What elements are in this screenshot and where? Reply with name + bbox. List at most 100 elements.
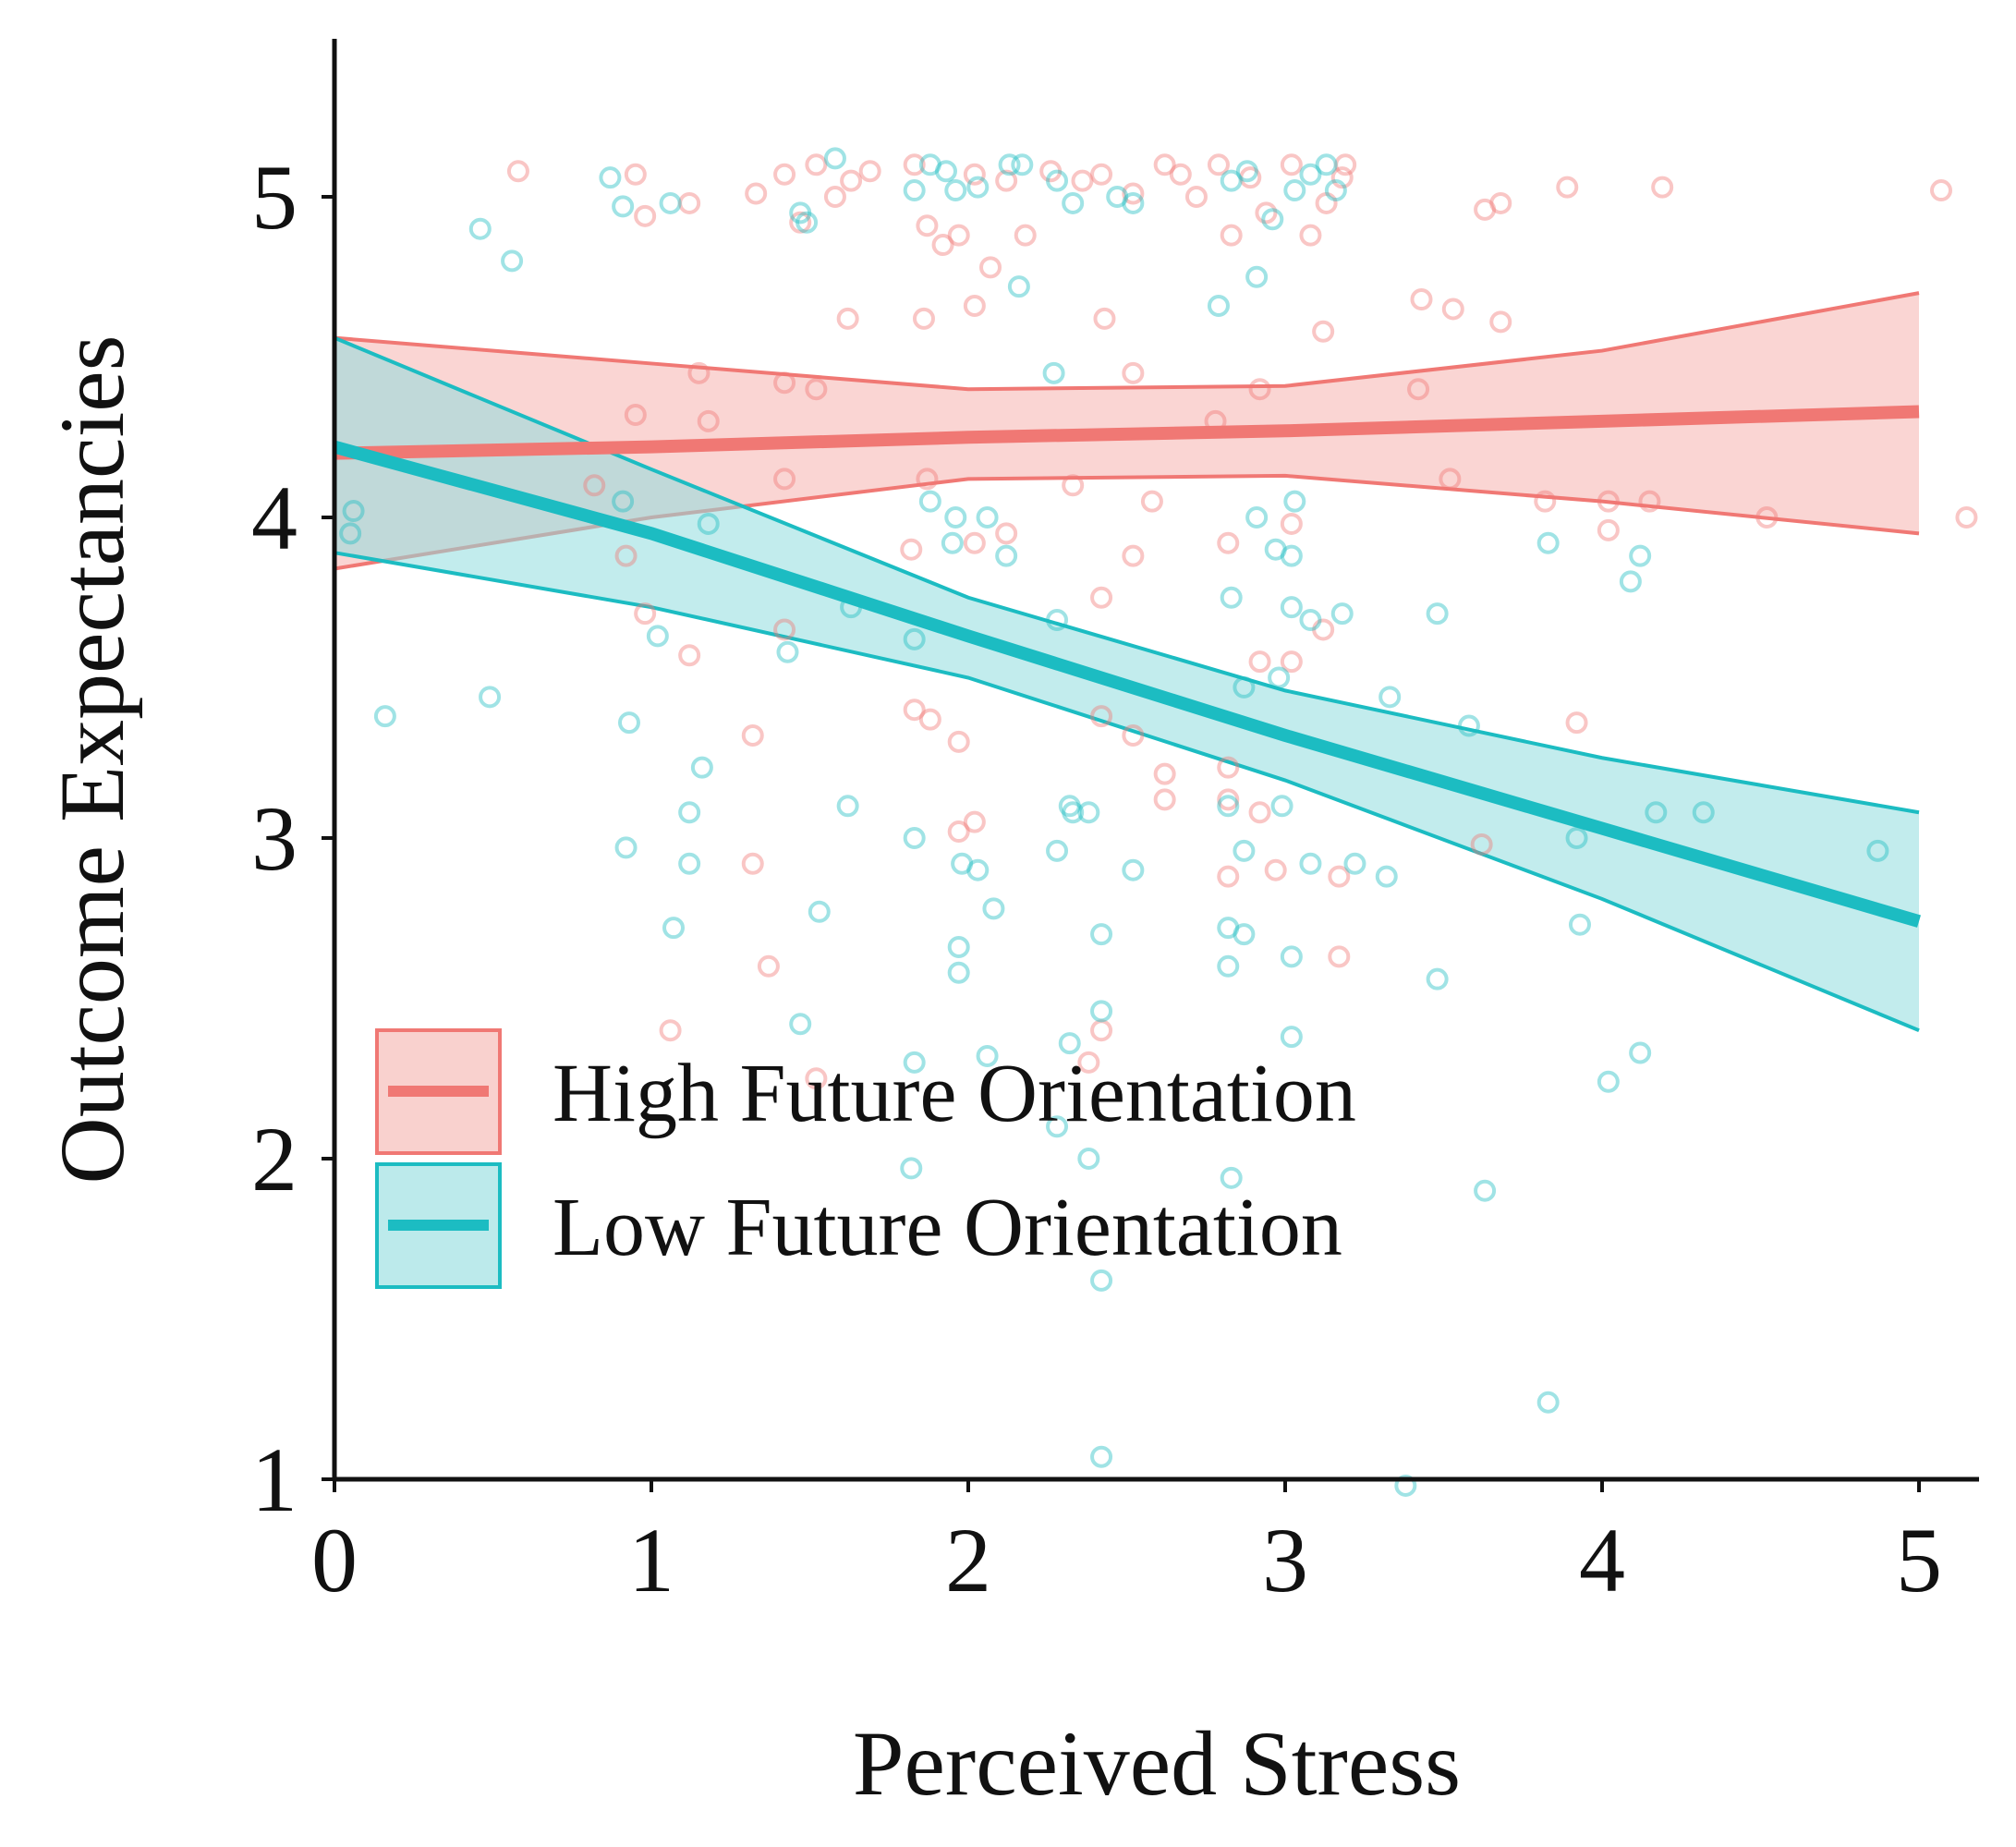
low-future-orientation-point-84: [1565, 827, 1588, 849]
high-future-orientation-point-82: [1280, 650, 1303, 674]
high-future-orientation-point-25: [1184, 186, 1208, 208]
high-future-orientation-point-8: [823, 186, 846, 208]
low-future-orientation-point-31: [918, 490, 941, 513]
x-axis-title: Perceived Stress: [853, 1712, 1461, 1815]
low-future-orientation-fit-line: [333, 440, 1921, 928]
axes: [332, 39, 1979, 1482]
low-future-orientation-point-79: [1122, 858, 1145, 881]
high-future-orientation-point-62: [1439, 468, 1462, 491]
high-future-orientation-point-39: [1930, 179, 1953, 202]
low-future-orientation-point-76: [951, 852, 974, 875]
high-future-orientation-point-12: [916, 214, 939, 237]
low-future-orientation-point-29: [1042, 361, 1065, 384]
low-future-orientation-point-57: [1268, 666, 1291, 689]
high-future-orientation-point-9: [840, 169, 863, 192]
high-future-orientation-point-18: [1014, 224, 1037, 247]
low-future-orientation-point-37: [339, 522, 362, 545]
low-future-orientation-point-22: [1315, 153, 1338, 176]
low-future-orientation-point-12: [1011, 153, 1034, 176]
low-future-orientation-point-48: [1046, 609, 1069, 632]
high-future-orientation-point-7: [805, 153, 828, 176]
low-future-orientation-point-85: [1866, 839, 1889, 862]
low-future-orientation-point-4: [795, 211, 819, 234]
low-future-orientation-point-98: [789, 1013, 812, 1036]
high-future-orientation-point-1: [624, 163, 647, 186]
fit-lines: [333, 405, 1921, 928]
high-future-orientation-point-49: [773, 371, 796, 395]
high-future-orientation-point-20: [1071, 169, 1094, 192]
high-future-orientation-point-23: [1153, 153, 1176, 176]
low-future-orientation-point-90: [1217, 917, 1240, 940]
low-future-orientation-ci-lower: [334, 551, 1920, 1033]
high-future-orientation-point-32: [1315, 191, 1338, 214]
high-future-orientation-point-35: [1474, 198, 1497, 221]
high-future-orientation-point-38: [1651, 176, 1674, 199]
high-future-orientation-point-63: [1534, 490, 1557, 513]
low-future-orientation-point-65: [1062, 801, 1085, 824]
x-tick-label-1: 1: [628, 1509, 674, 1611]
high-future-orientation-point-24: [1169, 163, 1192, 186]
low-future-orientation-point-45: [646, 625, 669, 648]
y-tick-label-1: 2: [251, 1108, 298, 1210]
high-future-orientation-point-41: [912, 307, 935, 330]
high-future-orientation-point-21: [1090, 163, 1113, 186]
low-future-orientation-point-100: [1090, 1000, 1113, 1023]
low-future-orientation-point-88: [982, 897, 1005, 920]
low-future-orientation-point-38: [697, 512, 720, 535]
high-future-orientation-point-79: [1312, 618, 1335, 641]
low-future-orientation-point-43: [1536, 531, 1560, 554]
low-future-orientation-point-20: [1283, 179, 1306, 202]
high-future-orientation-point-81: [1248, 650, 1271, 674]
x-tick-label-5: 5: [1896, 1509, 1942, 1611]
low-future-orientation-point-61: [617, 711, 640, 735]
low-future-orientation-point-53: [1426, 602, 1449, 626]
low-future-orientation-point-9: [944, 179, 967, 202]
high-future-orientation-point-61: [1140, 490, 1163, 513]
high-future-orientation-point-64: [1597, 490, 1620, 513]
high-future-orientation-point-93: [1153, 788, 1176, 811]
low-future-orientation-point-25: [501, 249, 524, 273]
high-future-orientation-point-78: [1090, 586, 1113, 609]
low-future-orientation-point-28: [1245, 265, 1269, 288]
high-future-orientation-point-55: [697, 409, 720, 432]
low-future-orientation-point-94: [947, 935, 970, 958]
low-future-orientation-point-103: [903, 1051, 926, 1074]
high-future-orientation-point-106: [1077, 1051, 1100, 1074]
high-future-orientation-point-52: [1248, 378, 1271, 401]
low-future-orientation-point-67: [1270, 795, 1293, 818]
high-future-orientation-point-4: [745, 182, 768, 205]
high-future-orientation-ci-upper: [334, 291, 1920, 392]
high-future-orientation-point-96: [1470, 832, 1493, 856]
low-future-orientation-point-44: [1629, 544, 1652, 567]
confidence-bands: [334, 291, 1920, 1033]
low-future-orientation-point-58: [1378, 686, 1402, 709]
low-future-orientation-point-14: [1062, 191, 1085, 214]
high-future-orientation-point-70: [995, 522, 1018, 545]
low-future-orientation-point-32: [944, 506, 967, 529]
low-future-orientation-point-6: [903, 179, 926, 202]
low-future-orientation-point-82: [1343, 852, 1366, 875]
high-future-orientation-point-36: [1489, 191, 1512, 214]
high-future-orientation-point-27: [1220, 224, 1243, 247]
low-future-orientation-point-78: [1046, 839, 1069, 862]
high-future-orientation-point-88: [1153, 762, 1176, 785]
low-future-orientation-point-59: [373, 705, 396, 728]
low-future-orientation-point-75: [903, 827, 926, 849]
low-future-orientation-point-8: [934, 160, 957, 183]
high-future-orientation-point-101: [1328, 865, 1351, 888]
high-future-orientation-point-26: [1207, 153, 1230, 176]
y-tick-label-4: 5: [251, 146, 298, 249]
low-future-orientation-point-30: [612, 490, 635, 513]
high-future-orientation-point-107: [805, 1067, 828, 1090]
low-future-orientation-point-16: [1122, 191, 1145, 214]
high-future-orientation-point-53: [1407, 378, 1430, 401]
low-future-orientation-point-91: [1233, 923, 1256, 946]
y-axis-title: Outcome Expectancies: [41, 334, 143, 1184]
high-future-orientation-point-98: [741, 852, 764, 875]
low-future-orientation-point-26: [1007, 275, 1030, 298]
high-future-orientation-point-95: [1248, 801, 1271, 824]
low-future-orientation-point-89: [1090, 923, 1113, 946]
high-future-orientation-point-14: [947, 224, 970, 247]
